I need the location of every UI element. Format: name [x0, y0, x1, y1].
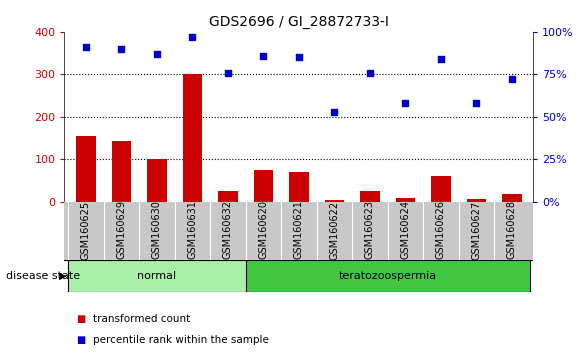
- Text: ■: ■: [76, 314, 86, 324]
- Point: [401, 101, 410, 106]
- Text: teratozoospermia: teratozoospermia: [339, 271, 437, 281]
- Point: [365, 70, 374, 75]
- Bar: [360, 191, 380, 202]
- Bar: [147, 159, 166, 202]
- Bar: [466, 199, 486, 202]
- Text: ■: ■: [76, 335, 86, 345]
- Text: disease state: disease state: [6, 271, 80, 281]
- Point: [330, 109, 339, 115]
- Bar: [431, 176, 451, 202]
- Bar: [68, 260, 246, 292]
- Point: [117, 46, 126, 52]
- Bar: [502, 194, 522, 202]
- Bar: [218, 191, 237, 202]
- Text: percentile rank within the sample: percentile rank within the sample: [93, 335, 268, 345]
- Bar: [246, 260, 530, 292]
- Point: [507, 76, 517, 82]
- Point: [294, 55, 304, 60]
- Bar: [183, 74, 202, 202]
- Point: [188, 34, 197, 40]
- Point: [258, 53, 268, 58]
- Bar: [254, 170, 273, 202]
- Bar: [396, 198, 415, 202]
- Text: transformed count: transformed count: [93, 314, 190, 324]
- Text: ▶: ▶: [59, 271, 66, 281]
- Title: GDS2696 / GI_28872733-I: GDS2696 / GI_28872733-I: [209, 16, 389, 29]
- Point: [152, 51, 162, 57]
- Point: [81, 44, 90, 50]
- Bar: [325, 200, 344, 202]
- Bar: [289, 172, 309, 202]
- Bar: [76, 136, 96, 202]
- Text: normal: normal: [137, 271, 176, 281]
- Point: [472, 101, 481, 106]
- Point: [223, 70, 233, 75]
- Bar: [111, 141, 131, 202]
- Point: [436, 56, 445, 62]
